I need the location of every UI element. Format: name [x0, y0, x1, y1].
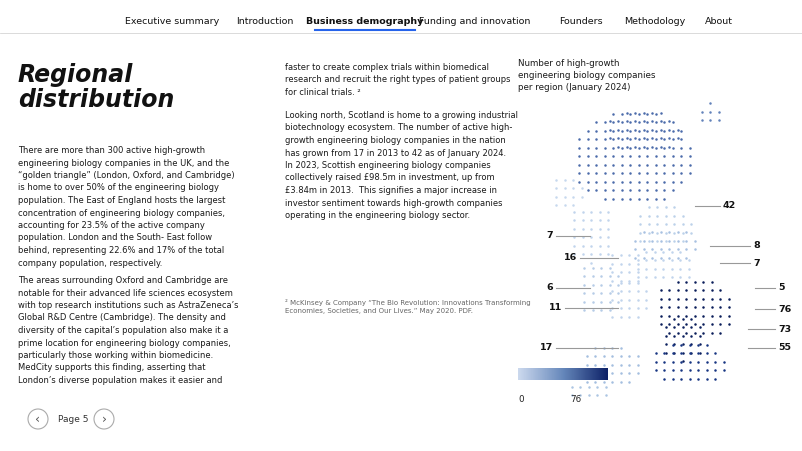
Text: 55: 55 — [778, 344, 791, 353]
Text: 6: 6 — [546, 284, 553, 293]
Text: ›: › — [102, 413, 107, 425]
Text: 76: 76 — [570, 395, 581, 404]
Text: faster to create complex trials within biomedical
research and recruit the right: faster to create complex trials within b… — [285, 63, 511, 97]
Text: 7: 7 — [753, 258, 759, 267]
Text: 76: 76 — [778, 304, 792, 313]
Text: Funding and innovation: Funding and innovation — [419, 17, 530, 26]
Text: Methodology: Methodology — [625, 17, 686, 26]
Text: Founders: Founders — [559, 17, 602, 26]
Text: Executive summary: Executive summary — [125, 17, 220, 26]
Text: There are more than 300 active high-growth
engineering biology companies in the : There are more than 300 active high-grow… — [18, 146, 235, 267]
Text: 17: 17 — [540, 344, 553, 353]
Text: Number of high-growth
engineering biology companies
per region (January 2024): Number of high-growth engineering biolog… — [518, 59, 655, 92]
Text: ‹: ‹ — [35, 413, 40, 425]
Text: ² McKinsey & Company “The Bio Revolution: Innovations Transforming
Economies, So: ² McKinsey & Company “The Bio Revolution… — [285, 299, 531, 314]
Text: 7: 7 — [546, 231, 553, 240]
Text: Introduction: Introduction — [236, 17, 294, 26]
Text: Page 5: Page 5 — [58, 414, 88, 423]
Text: 0: 0 — [518, 395, 524, 404]
Text: 5: 5 — [778, 284, 784, 293]
Text: Business demography: Business demography — [306, 17, 423, 26]
Text: Regional
distribution: Regional distribution — [18, 63, 174, 112]
Text: 11: 11 — [549, 304, 562, 313]
Text: About: About — [705, 17, 732, 26]
Text: 8: 8 — [753, 241, 759, 250]
Text: Looking north, Scotland is home to a growing industrial
biotechnology ecosystem.: Looking north, Scotland is home to a gro… — [285, 111, 518, 220]
Text: 73: 73 — [778, 325, 791, 333]
Text: 42: 42 — [723, 202, 736, 211]
Text: The areas surrounding Oxford and Cambridge are
notable for their advanced life s: The areas surrounding Oxford and Cambrid… — [18, 276, 238, 385]
Text: 16: 16 — [564, 253, 577, 262]
